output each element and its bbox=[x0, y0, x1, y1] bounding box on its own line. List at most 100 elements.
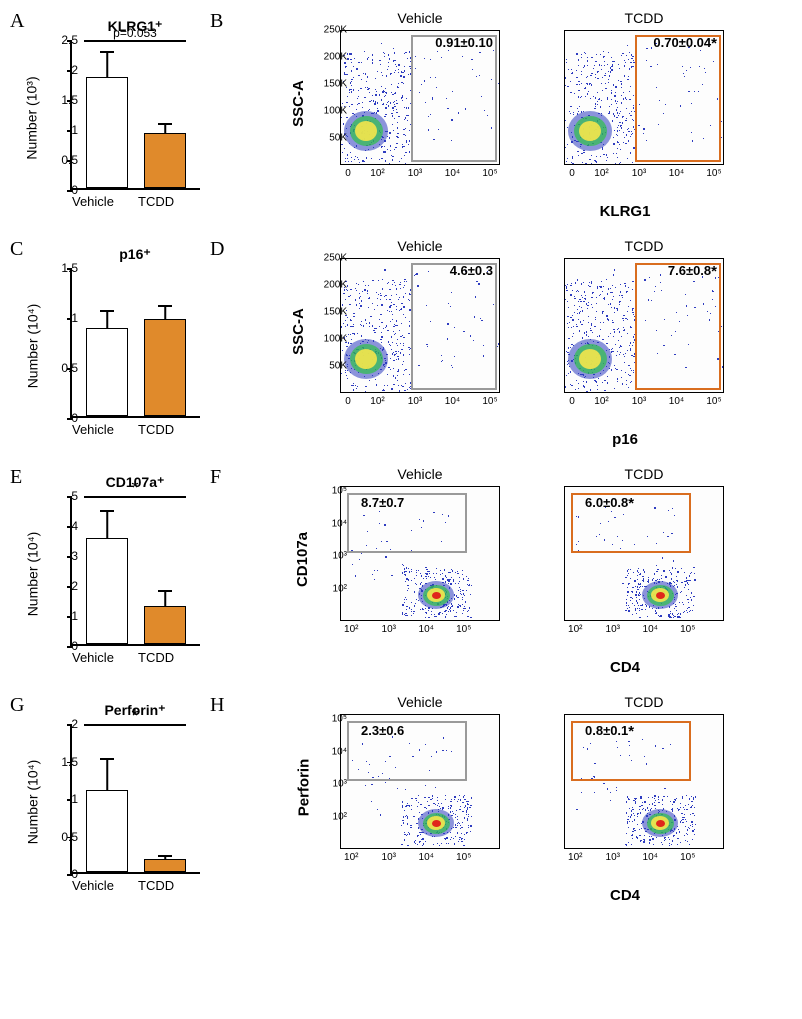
flow-plot-area: 0.8±0.1* bbox=[564, 714, 724, 849]
figure-row: ECD107a⁺Number (10⁴)012345VehicleTCDD*FV… bbox=[10, 466, 792, 686]
bar-panel-G: GPerforin⁺Number (10⁴)00.511.52VehicleTC… bbox=[10, 694, 210, 914]
flow-plot-tcdd: TCDD0.8±0.1*10²10³10⁴10⁵ bbox=[514, 694, 734, 879]
bar-panel-E: ECD107a⁺Number (10⁴)012345VehicleTCDD* bbox=[10, 466, 210, 686]
flow-y-tick: 200K bbox=[324, 52, 347, 63]
flow-x-tick: 0 bbox=[345, 168, 351, 179]
panel-letter: G bbox=[10, 694, 24, 717]
flow-plot-vehicle: Vehicle4.6±0.3SSC-A50K100K150K200K250K01… bbox=[290, 238, 510, 423]
panel-letter: D bbox=[210, 238, 224, 261]
flow-y-tick: 10⁴ bbox=[332, 518, 347, 529]
flow-x-tick: 10³ bbox=[606, 852, 620, 863]
flow-x-tick: 10² bbox=[568, 624, 582, 635]
gate-box bbox=[635, 35, 721, 162]
gate-value: 7.6±0.8* bbox=[668, 263, 717, 280]
flow-plot-tcdd: TCDD6.0±0.8*10²10³10⁴10⁵ bbox=[514, 466, 734, 651]
flow-x-tick: 10³ bbox=[382, 852, 396, 863]
gate-value: 0.91±0.10 bbox=[435, 35, 493, 50]
panel-letter: A bbox=[10, 10, 24, 33]
bar-title: p16⁺ bbox=[70, 246, 200, 263]
flow-plot-area: 0.70±0.04* bbox=[564, 30, 724, 165]
flow-x-tick: 10² bbox=[370, 396, 384, 407]
flow-plot-title: Vehicle bbox=[340, 694, 500, 710]
flow-y-tick: 150K bbox=[324, 79, 347, 90]
flow-x-tick: 10⁵ bbox=[456, 624, 471, 635]
flow-plot-vehicle: Vehicle2.3±0.6Perforin10²10³10⁴10⁵10²10³… bbox=[290, 694, 510, 879]
x-label-tcdd: TCDD bbox=[138, 650, 174, 665]
flow-x-tick: 10⁴ bbox=[419, 852, 434, 863]
gate-box bbox=[411, 263, 497, 390]
flow-y-axis-label: SSC-A bbox=[290, 308, 307, 355]
flow-plot-tcdd: TCDD0.70±0.04*010²10³10⁴10⁵ bbox=[514, 10, 734, 195]
significance-label: * bbox=[84, 706, 186, 727]
figure-row: Cp16⁺Number (10⁴)00.511.5VehicleTCDDDVeh… bbox=[10, 238, 792, 458]
bar-chart-area bbox=[70, 724, 200, 874]
flow-plot-area: 0.91±0.10 bbox=[340, 30, 500, 165]
flow-x-tick: 10⁵ bbox=[706, 396, 721, 407]
x-label-tcdd: TCDD bbox=[138, 194, 174, 209]
flow-plot-area: 6.0±0.8* bbox=[564, 486, 724, 621]
flow-x-axis-label: CD4 bbox=[475, 887, 775, 904]
x-label-vehicle: Vehicle bbox=[72, 650, 114, 665]
x-label-vehicle: Vehicle bbox=[72, 422, 114, 437]
panel-letter: E bbox=[10, 466, 22, 489]
x-label-tcdd: TCDD bbox=[138, 422, 174, 437]
flow-y-tick: 10⁵ bbox=[332, 486, 347, 497]
flow-x-tick: 10² bbox=[594, 396, 608, 407]
panel-letter: H bbox=[210, 694, 224, 717]
significance-label: * bbox=[84, 478, 186, 499]
flow-y-tick: 10² bbox=[333, 583, 347, 594]
flow-x-axis-label: p16 bbox=[475, 431, 775, 448]
flow-x-tick: 10⁵ bbox=[680, 852, 695, 863]
flow-y-axis-label: Perforin bbox=[295, 759, 312, 817]
panel-letter: C bbox=[10, 238, 23, 261]
bar-chart-area bbox=[70, 496, 200, 646]
bar-chart-area bbox=[70, 268, 200, 418]
flow-x-tick: 10⁵ bbox=[706, 168, 721, 179]
flow-x-tick: 10³ bbox=[632, 168, 646, 179]
flow-x-tick: 10² bbox=[370, 168, 384, 179]
flow-x-tick: 10⁵ bbox=[456, 852, 471, 863]
flow-x-tick: 10⁴ bbox=[445, 396, 460, 407]
flow-x-axis-label: KLRG1 bbox=[475, 203, 775, 220]
gate-box bbox=[635, 263, 721, 390]
flow-plot-area: 4.6±0.3 bbox=[340, 258, 500, 393]
gate-value: 0.70±0.04* bbox=[653, 35, 717, 52]
x-label-tcdd: TCDD bbox=[138, 878, 174, 893]
flow-x-tick: 10³ bbox=[408, 396, 422, 407]
bar-tcdd bbox=[144, 606, 186, 644]
bar-tcdd bbox=[144, 133, 186, 188]
flow-y-axis-label: SSC-A bbox=[290, 80, 307, 127]
gate-value: 4.6±0.3 bbox=[450, 263, 493, 278]
bar-vehicle bbox=[86, 77, 128, 188]
significance-label: p=0.053 bbox=[84, 26, 186, 40]
figure-container: AKLRG1⁺Number (10³)00.511.522.5VehicleTC… bbox=[0, 0, 802, 932]
flow-panel-H: HVehicle2.3±0.6Perforin10²10³10⁴10⁵10²10… bbox=[210, 694, 792, 914]
flow-y-tick: 10³ bbox=[333, 779, 347, 790]
flow-y-tick: 10⁵ bbox=[332, 714, 347, 725]
flow-x-tick: 10⁴ bbox=[643, 852, 658, 863]
flow-x-tick: 10² bbox=[594, 168, 608, 179]
flow-x-tick: 10³ bbox=[382, 624, 396, 635]
figure-row: AKLRG1⁺Number (10³)00.511.522.5VehicleTC… bbox=[10, 10, 792, 230]
gate-value: 6.0±0.8* bbox=[585, 495, 634, 512]
x-label-vehicle: Vehicle bbox=[72, 194, 114, 209]
flow-x-tick: 10⁴ bbox=[643, 624, 658, 635]
flow-plot-vehicle: Vehicle8.7±0.7CD107a10²10³10⁴10⁵10²10³10… bbox=[290, 466, 510, 651]
flow-y-tick: 200K bbox=[324, 280, 347, 291]
flow-y-tick: 250K bbox=[324, 25, 347, 36]
flow-plot-title: Vehicle bbox=[340, 10, 500, 26]
flow-x-tick: 10⁵ bbox=[482, 396, 497, 407]
flow-plot-area: 2.3±0.6 bbox=[340, 714, 500, 849]
flow-panel-B: BVehicle0.91±0.10SSC-A50K100K150K200K250… bbox=[210, 10, 792, 230]
flow-y-axis-label: CD107a bbox=[294, 532, 311, 587]
x-label-vehicle: Vehicle bbox=[72, 878, 114, 893]
gate-box bbox=[411, 35, 497, 162]
flow-x-tick: 0 bbox=[569, 396, 575, 407]
flow-y-tick: 50K bbox=[329, 133, 347, 144]
flow-y-tick: 250K bbox=[324, 253, 347, 264]
flow-x-tick: 10² bbox=[344, 624, 358, 635]
bar-vehicle bbox=[86, 538, 128, 645]
flow-panel-D: DVehicle4.6±0.3SSC-A50K100K150K200K250K0… bbox=[210, 238, 792, 458]
flow-plot-tcdd: TCDD7.6±0.8*010²10³10⁴10⁵ bbox=[514, 238, 734, 423]
flow-x-tick: 10⁴ bbox=[669, 168, 684, 179]
